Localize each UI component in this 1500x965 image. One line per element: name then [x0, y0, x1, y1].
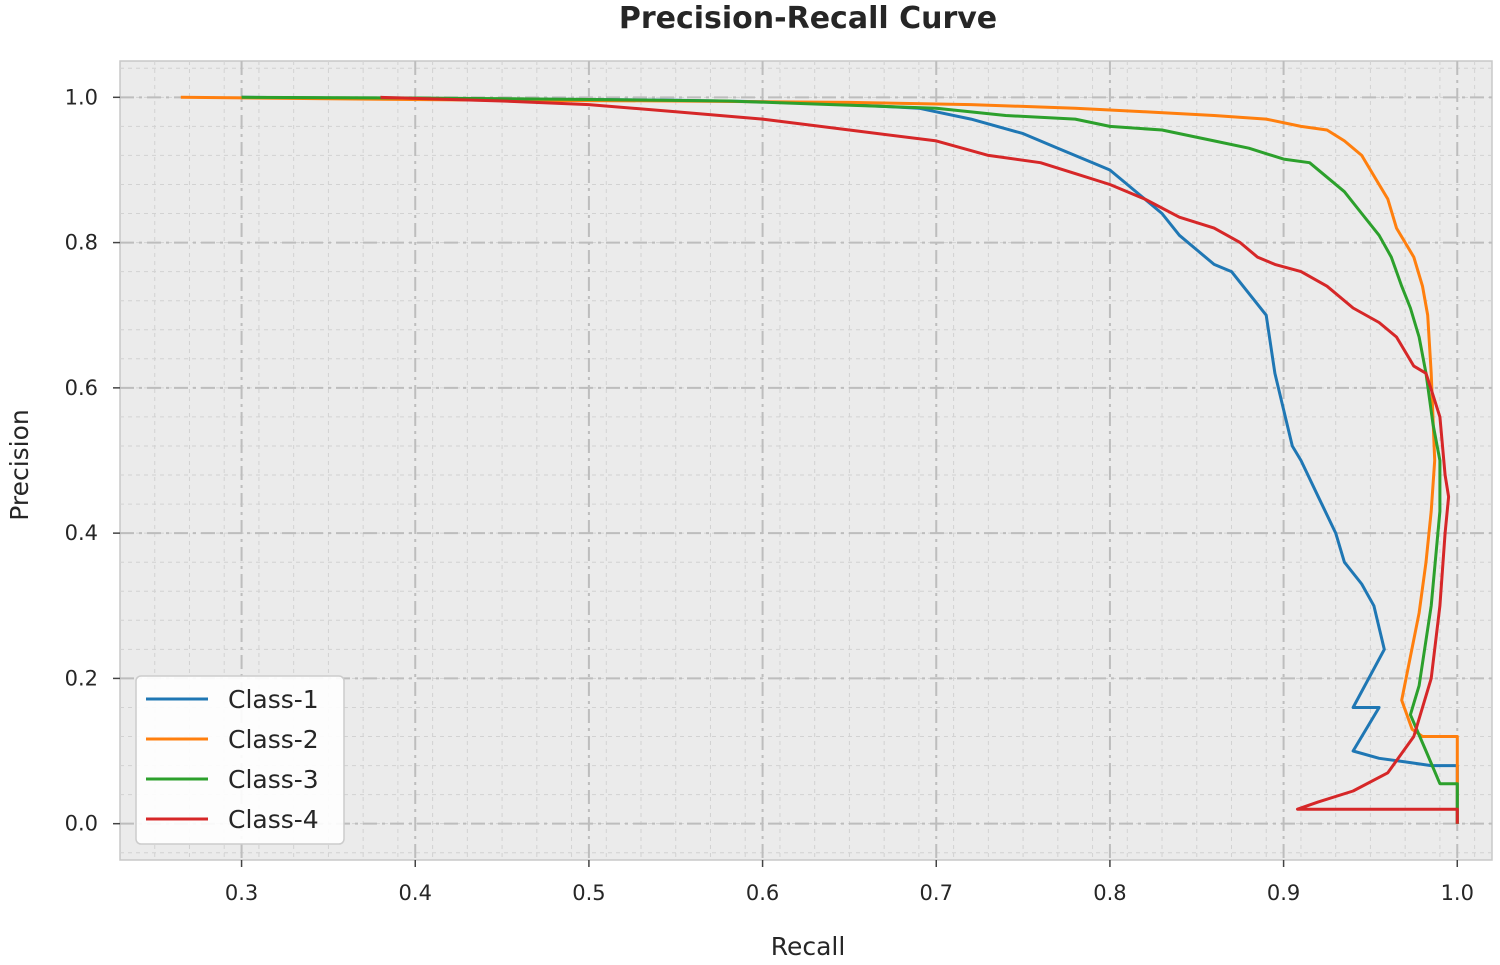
major-grid: [120, 61, 1492, 860]
axis-ticks: 0.3 0.4 0.5 0.6 0.7 0.8 0.9 1.0 0.0 0.2 0.4 0.6 0.8 1…: [65, 85, 1474, 905]
x-tick-label: 0.9: [1267, 881, 1300, 905]
series-line-class-4: [380, 95, 1459, 824]
legend-box: [135, 675, 345, 845]
series-line-class-3: [241, 95, 1459, 824]
x-tick-label: 0.5: [572, 881, 605, 905]
series-layer: [180, 95, 1459, 824]
x-tick-label: 0.8: [1093, 881, 1126, 905]
y-tick-label: 0.6: [65, 376, 98, 400]
chart-title: Precision-Recall Curve: [619, 1, 997, 36]
x-tick-label: 0.4: [399, 881, 432, 905]
y-tick-label: 0.2: [65, 666, 98, 690]
x-tick-label: 0.7: [920, 881, 953, 905]
x-axis-label: Recall: [771, 932, 846, 961]
x-tick-label: 0.3: [225, 881, 258, 905]
x-tick-label: 0.6: [746, 881, 779, 905]
legend-label-class-3: Class-3: [228, 765, 319, 794]
legend: Class-1 Class-2 Class-3 Class-4: [135, 675, 345, 845]
x-tick-label: 1.0: [1441, 881, 1474, 905]
y-tick-label: 0.8: [65, 231, 98, 255]
legend-label-class-4: Class-4: [228, 805, 319, 834]
y-tick-label: 0.4: [65, 521, 98, 545]
plot-area: [119, 60, 1493, 861]
y-tick-label: 0.0: [65, 812, 98, 836]
series-line-class-2: [180, 95, 1459, 824]
y-axis-label: Precision: [5, 409, 34, 521]
y-tick-label: 1.0: [65, 85, 98, 109]
legend-label-class-1: Class-1: [228, 685, 319, 714]
legend-label-class-2: Class-2: [228, 725, 319, 754]
series-line-class-1: [241, 95, 1459, 824]
